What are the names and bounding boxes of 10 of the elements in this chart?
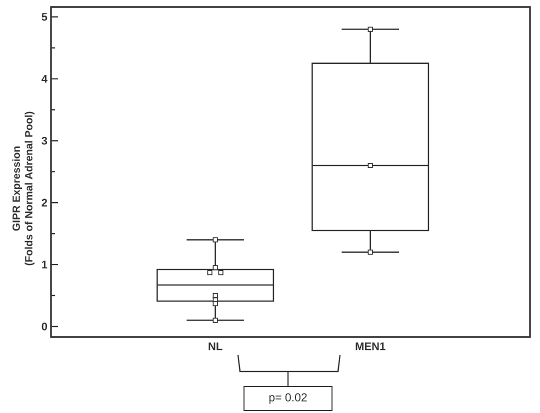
y-tick-label: 2	[42, 198, 48, 206]
y-axis-title: GIPR Expression (Folds of Normal Adrenal Pool)	[12, 112, 35, 266]
y-tick-label: 0	[42, 322, 48, 330]
x-tick-label: NL	[208, 342, 222, 350]
y-tick-label: 5	[42, 13, 48, 21]
y-tick-label: 3	[42, 136, 48, 145]
y-tick-label: 1	[42, 260, 48, 268]
x-tick-label: MEN1	[356, 342, 386, 350]
text: p= 0.02	[269, 393, 307, 404]
y-tick-label: 4	[42, 75, 48, 83]
